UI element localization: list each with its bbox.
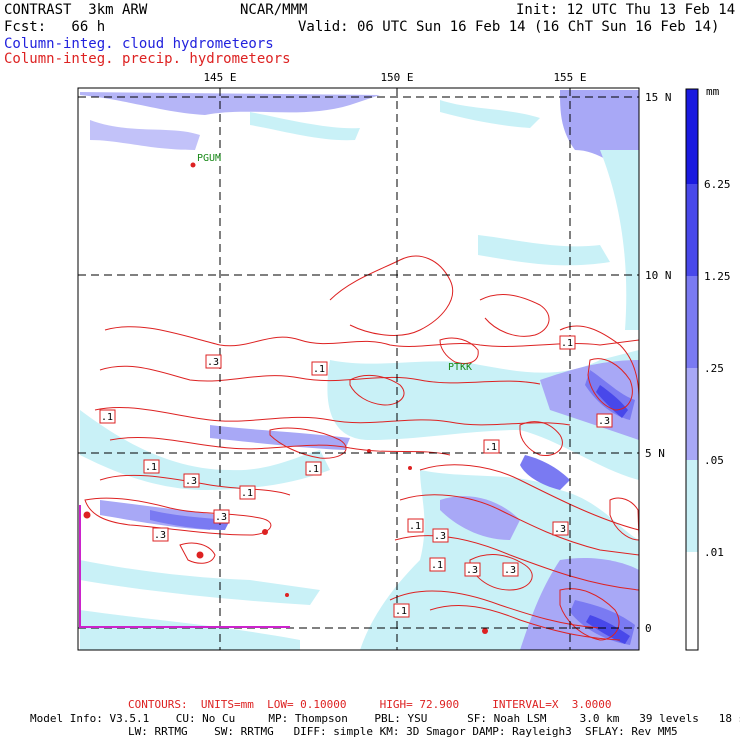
contour-label: .1	[429, 557, 446, 572]
contour-label: .3	[432, 528, 449, 543]
svg-text:.3: .3	[554, 524, 566, 535]
valid-time: Valid: 06 UTC Sun 16 Feb 14 (16 ChT Sun …	[298, 19, 720, 35]
model-title: CONTRAST 3km ARW	[4, 2, 148, 18]
svg-text:.3: .3	[466, 565, 478, 576]
colorbar-swatch	[686, 552, 698, 650]
contour-label: .1	[483, 439, 500, 454]
contour-label: .1	[311, 361, 328, 376]
organization: NCAR/MMM	[240, 2, 308, 18]
contour-label: .1	[239, 485, 256, 500]
precip-contours	[84, 255, 639, 641]
contour-label: .1	[559, 335, 576, 350]
lon-label-155: 155 E	[553, 71, 586, 84]
colorbar-swatch	[686, 276, 698, 368]
svg-text:.1: .1	[561, 338, 573, 349]
svg-text:.1: .1	[409, 521, 421, 532]
svg-text:.3: .3	[207, 357, 219, 368]
contour-label: .3	[152, 527, 169, 542]
svg-text:.1: .1	[313, 364, 325, 375]
colorbar-swatch	[686, 89, 698, 184]
lon-label-150: 150 E	[380, 71, 413, 84]
colorbar-level: .25	[704, 362, 724, 375]
map-frame	[77, 87, 640, 651]
contour-label: .3	[183, 473, 200, 488]
lat-label-0: 0	[645, 622, 652, 635]
contour-label: .3	[596, 413, 613, 428]
colorbar-swatch	[686, 368, 698, 460]
precip-cores	[83, 162, 488, 634]
colorbar-level: 1.25	[704, 270, 731, 283]
lat-label-5n: 5 N	[645, 447, 665, 460]
contour-label: .3	[464, 562, 481, 577]
station-pgum: PGUM	[197, 153, 221, 164]
contour-label: .3	[502, 562, 519, 577]
svg-text:.1: .1	[431, 560, 443, 571]
svg-text:.1: .1	[241, 488, 253, 499]
contour-label: .1	[305, 461, 322, 476]
svg-text:.1: .1	[145, 462, 157, 473]
contour-label: .1	[407, 518, 424, 533]
contour-label: .3	[552, 521, 569, 536]
svg-text:.3: .3	[504, 565, 516, 576]
colorbar-level: .05	[704, 454, 724, 467]
model-info-line1: Model Info: V3.5.1 CU: No Cu MP: Thompso…	[30, 712, 740, 725]
svg-text:.3: .3	[215, 512, 227, 523]
colorbar-level: .01	[704, 546, 724, 559]
contour-info: CONTOURS: UNITS=mm LOW= 0.10000 HIGH= 72…	[128, 698, 612, 711]
lat-label-15n: 15 N	[645, 91, 672, 104]
contour-label: .1	[143, 459, 160, 474]
lon-label-145: 145 E	[203, 71, 236, 84]
contour-label: .1	[99, 409, 116, 424]
field-precip-label: Column-integ. precip. hydrometeors	[4, 51, 291, 67]
svg-text:.3: .3	[434, 531, 446, 542]
svg-text:.1: .1	[395, 606, 407, 617]
field-cloud-label: Column-integ. cloud hydrometeors	[4, 36, 274, 52]
lat-label-10n: 10 N	[645, 269, 672, 282]
contour-labels: .3 .1 .1 .1 .3 .1 .1 .3 .1 .3 .1 .3 .3 .…	[99, 335, 613, 618]
contour-label: .1	[393, 603, 410, 618]
svg-text:.3: .3	[598, 416, 610, 427]
coastline	[79, 505, 290, 628]
contour-label: .3	[213, 509, 230, 524]
contour-label: .3	[205, 354, 222, 369]
cloud-hydrometeor-field	[80, 90, 639, 650]
svg-text:.1: .1	[307, 464, 319, 475]
model-info-line2: LW: RRTMG SW: RRTMG DIFF: simple KM: 3D …	[128, 725, 678, 738]
station-ptkk: PTKK	[448, 362, 472, 373]
svg-text:.3: .3	[185, 476, 197, 487]
colorbar-swatch	[686, 460, 698, 552]
colorbar: mm 6.25 1.25 .25 .05 .01	[685, 85, 731, 651]
svg-text:.1: .1	[485, 442, 497, 453]
svg-text:.1: .1	[101, 412, 113, 423]
colorbar-level: 6.25	[704, 178, 731, 191]
colorbar-swatch	[686, 184, 698, 276]
init-time: Init: 12 UTC Thu 13 Feb 14	[516, 2, 736, 18]
colorbar-unit: mm	[706, 85, 720, 98]
forecast-hour: Fcst: 66 h	[4, 19, 106, 35]
svg-text:.3: .3	[154, 530, 166, 541]
